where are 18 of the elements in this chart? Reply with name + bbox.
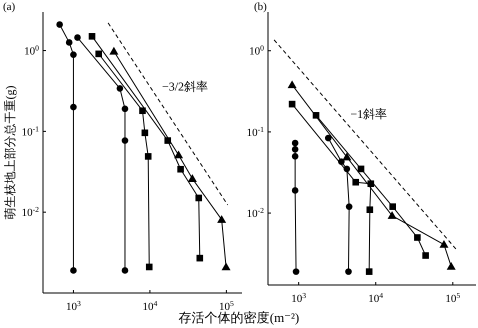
x-axis-title: 存活个体的密度(m⁻²) bbox=[178, 310, 300, 325]
x-tick-label: 10$^{3}$ bbox=[66, 298, 82, 313]
y-tick-label: 10$^{0}$ bbox=[24, 43, 40, 58]
x-tick-label: 10$^{5}$ bbox=[445, 290, 460, 305]
series-label: −3/2斜率 bbox=[162, 80, 208, 94]
y-tick-label: 10$^{0}$ bbox=[249, 43, 264, 58]
y-tick-label: 10$^{-2}$ bbox=[246, 206, 264, 220]
y-tick-label: 10$^{-1}$ bbox=[22, 124, 40, 138]
x-tick-label: 10$^{4}$ bbox=[368, 290, 384, 305]
x-tick-label: 10$^{5}$ bbox=[218, 298, 234, 313]
y-tick-label: 10$^{-1}$ bbox=[246, 124, 264, 139]
x-tick-label: 10$^{3}$ bbox=[291, 290, 306, 305]
x-tick-label: 10$^{4}$ bbox=[142, 298, 158, 313]
chart-title: (a) bbox=[3, 1, 16, 13]
y-axis-title: 萌生枝地上部分总干重(g) bbox=[3, 86, 17, 220]
y-tick-label: 10$^{-2}$ bbox=[22, 204, 40, 220]
series-label: −1斜率 bbox=[350, 106, 388, 121]
chart-title: (b) bbox=[254, 1, 268, 13]
